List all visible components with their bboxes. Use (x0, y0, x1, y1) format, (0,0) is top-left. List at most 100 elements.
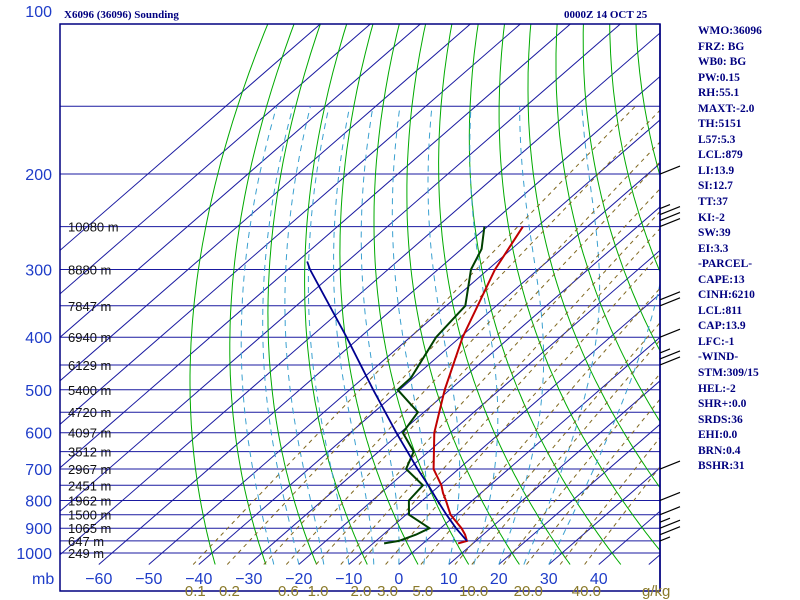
dry-adiabat (339, 24, 419, 565)
mixing-ratio-label: 0.6 (278, 583, 299, 600)
pressure-tick-600: 600 (25, 426, 52, 443)
sounding-index: LCL:811 (698, 304, 743, 317)
moist-adiabat (333, 106, 375, 565)
isotherm--80 (60, 24, 622, 512)
sounding-index: HEL:-2 (698, 382, 736, 395)
moist-adiabat (498, 106, 545, 565)
sounding-index: PW:0.15 (698, 71, 740, 84)
isotherm--70 (60, 32, 660, 556)
wind-barb-flag (659, 165, 681, 175)
sounding-index: KI:-2 (698, 211, 725, 224)
height-label: 8880 m (68, 263, 111, 278)
sounding-index: BRN:0.4 (698, 444, 741, 457)
sounding-index: RH:55.1 (698, 87, 740, 100)
height-label: 10080 m (68, 220, 119, 235)
sounding-index: CAP:13.9 (698, 320, 746, 333)
mixing-ratio-line (526, 398, 660, 565)
temperature-tick: −50 (135, 571, 162, 588)
dry-adiabat (267, 24, 321, 565)
sounding-index: STM:309/15 (698, 367, 759, 380)
moist-adiabat (307, 106, 350, 565)
isotherm-0 (398, 336, 660, 565)
height-label: 6129 m (68, 358, 111, 373)
height-label: 1500 m (68, 508, 111, 523)
height-label: 7847 m (68, 299, 111, 314)
wind-barb (659, 328, 681, 338)
mixing-ratio-label: 3.0 (377, 583, 398, 600)
mixing-ratio-line (226, 109, 660, 565)
isotherm--60 (98, 75, 660, 565)
moist-adiabat (548, 280, 660, 565)
wind-barb-flag (659, 460, 681, 470)
sounding-index: SRDS:36 (698, 413, 743, 426)
wind-barb (659, 204, 681, 228)
dry-adiabat (229, 24, 295, 565)
sounding-index: CINH:6210 (698, 289, 755, 302)
pressure-tick-200: 200 (25, 167, 52, 184)
temperature-tick: 10 (440, 571, 458, 588)
moist-adiabat (240, 106, 278, 565)
parcel-profile (306, 261, 468, 542)
temperature-tick: 40 (590, 571, 608, 588)
wind-barbs (659, 165, 681, 542)
isotherm--10 (348, 293, 660, 565)
pressure-tick-500: 500 (25, 383, 52, 400)
wind-barb-half-flag (659, 536, 671, 542)
mixing-ratio-label: 10.0 (459, 583, 488, 600)
sounding-index: WB0: BG (698, 56, 747, 69)
mixing-ratio-line (358, 227, 660, 565)
sounding-index: -PARCEL- (698, 258, 753, 271)
dry-adiabat (498, 24, 660, 552)
sounding-index: TT:37 (698, 196, 728, 209)
sounding-index: -WIND- (698, 351, 739, 364)
height-label: 249 m (68, 546, 104, 561)
grid-layer (60, 24, 660, 565)
wind-barb (659, 348, 681, 366)
sounding-index: SHR+:0.0 (698, 398, 747, 411)
wind-barb-flag (659, 206, 681, 216)
dry-adiabat (609, 24, 660, 273)
mixing-ratio-line (471, 339, 660, 565)
isotherm-20 (498, 423, 660, 565)
dewpoint-profile (383, 226, 486, 545)
height-label: 1065 m (68, 521, 111, 536)
wind-barb-flag (659, 297, 681, 307)
mixing-ratio-label: 20.0 (514, 583, 543, 600)
axis-unit-label: mb (32, 571, 54, 588)
wind-barb-half-flag (659, 348, 671, 354)
sounding-index: LI:13.9 (698, 164, 735, 177)
pressure-tick-100: 100 (25, 4, 52, 21)
sounding-index: BSHR:31 (698, 460, 745, 473)
plot-frame (59, 23, 661, 592)
mixing-ratio-label: 0.1 (185, 583, 206, 600)
sounding-index: LCL:879 (698, 149, 743, 162)
chart-valid-time: 0000Z 14 OCT 25 (564, 9, 648, 21)
height-label: 1962 m (68, 493, 111, 508)
height-label: 2967 m (68, 462, 111, 477)
isotherm--140 (60, 24, 322, 252)
mixing-ratio-line (340, 210, 660, 565)
wind-barb (659, 526, 681, 536)
temperature-tick: 30 (540, 571, 558, 588)
mixing-ratio-label: 1.0 (308, 583, 329, 600)
mixing-ratio-label: 5.0 (412, 583, 433, 600)
mixing-ratio-line (263, 141, 660, 565)
moist-adiabat (469, 106, 499, 565)
temperature-tick: 0 (394, 571, 403, 588)
mixing-ratio-line (315, 188, 660, 565)
mixing-ratio-label: 0.2 (219, 583, 240, 600)
temperature-tick: −40 (185, 571, 212, 588)
isotherm--40 (198, 162, 660, 565)
isotherm--130 (60, 24, 372, 295)
wind-barb (659, 491, 681, 502)
pressure-tick-300: 300 (25, 263, 52, 280)
dry-adiabat (438, 24, 571, 565)
sounding-index: SW:39 (698, 227, 731, 240)
wind-barb (659, 165, 681, 175)
height-label: 3512 m (68, 445, 111, 460)
sounding-index: CAPE:13 (698, 273, 745, 286)
isotherm--90 (60, 24, 572, 469)
wind-barb (659, 460, 681, 470)
sounding-index: FRZ: BG (698, 40, 745, 53)
